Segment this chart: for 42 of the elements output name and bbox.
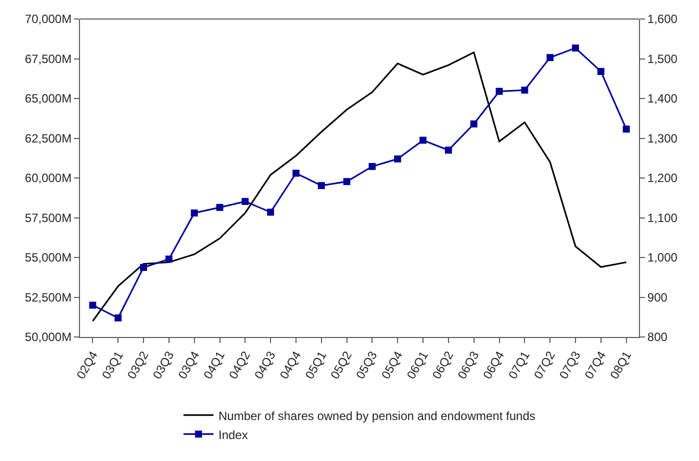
legend-label: Number of shares owned by pension and endowment funds <box>218 408 536 423</box>
point <box>267 208 274 216</box>
point <box>165 256 172 263</box>
point <box>622 126 630 133</box>
point <box>521 86 528 94</box>
y2-tick-label: 1,000 <box>647 250 678 265</box>
point <box>368 162 376 170</box>
point <box>444 146 452 154</box>
point <box>496 88 503 95</box>
y-tick-label: 50,000M <box>24 330 72 344</box>
y2-tick-label: 1,600 <box>647 12 678 26</box>
point <box>546 54 554 62</box>
y-tick-label: 52,500M <box>24 290 72 304</box>
point <box>89 302 96 309</box>
point <box>343 178 350 186</box>
y2-tick-label: 1,500 <box>647 52 678 66</box>
point <box>318 182 325 190</box>
point <box>114 314 122 322</box>
y-tick-label: 70,000M <box>24 12 72 26</box>
point <box>216 204 224 211</box>
y2-tick-label: 900 <box>647 290 668 304</box>
y-tick-label: 65,000M <box>24 92 72 106</box>
y-tick-label: 55,000M <box>24 250 72 265</box>
y-tick-label: 60,000M <box>24 171 72 186</box>
point <box>420 136 427 144</box>
point <box>242 198 249 205</box>
y-tick-label: 57,500M <box>24 210 72 225</box>
point <box>394 155 402 162</box>
legend-label: Index <box>218 428 248 442</box>
point <box>597 68 604 75</box>
y2-tick-label: 1,200 <box>647 171 678 186</box>
y2-tick-label: 1,300 <box>647 131 678 146</box>
y-tick-label: 67,500M <box>24 52 72 66</box>
point <box>572 44 579 52</box>
point <box>470 120 478 128</box>
point <box>190 209 198 216</box>
y2-tick-label: 800 <box>647 330 668 344</box>
y2-tick-label: 1,400 <box>647 92 678 106</box>
point <box>140 264 148 271</box>
point <box>292 170 300 177</box>
y-tick-label: 62,500M <box>24 131 72 146</box>
y2-tick-label: 1,100 <box>647 210 678 225</box>
